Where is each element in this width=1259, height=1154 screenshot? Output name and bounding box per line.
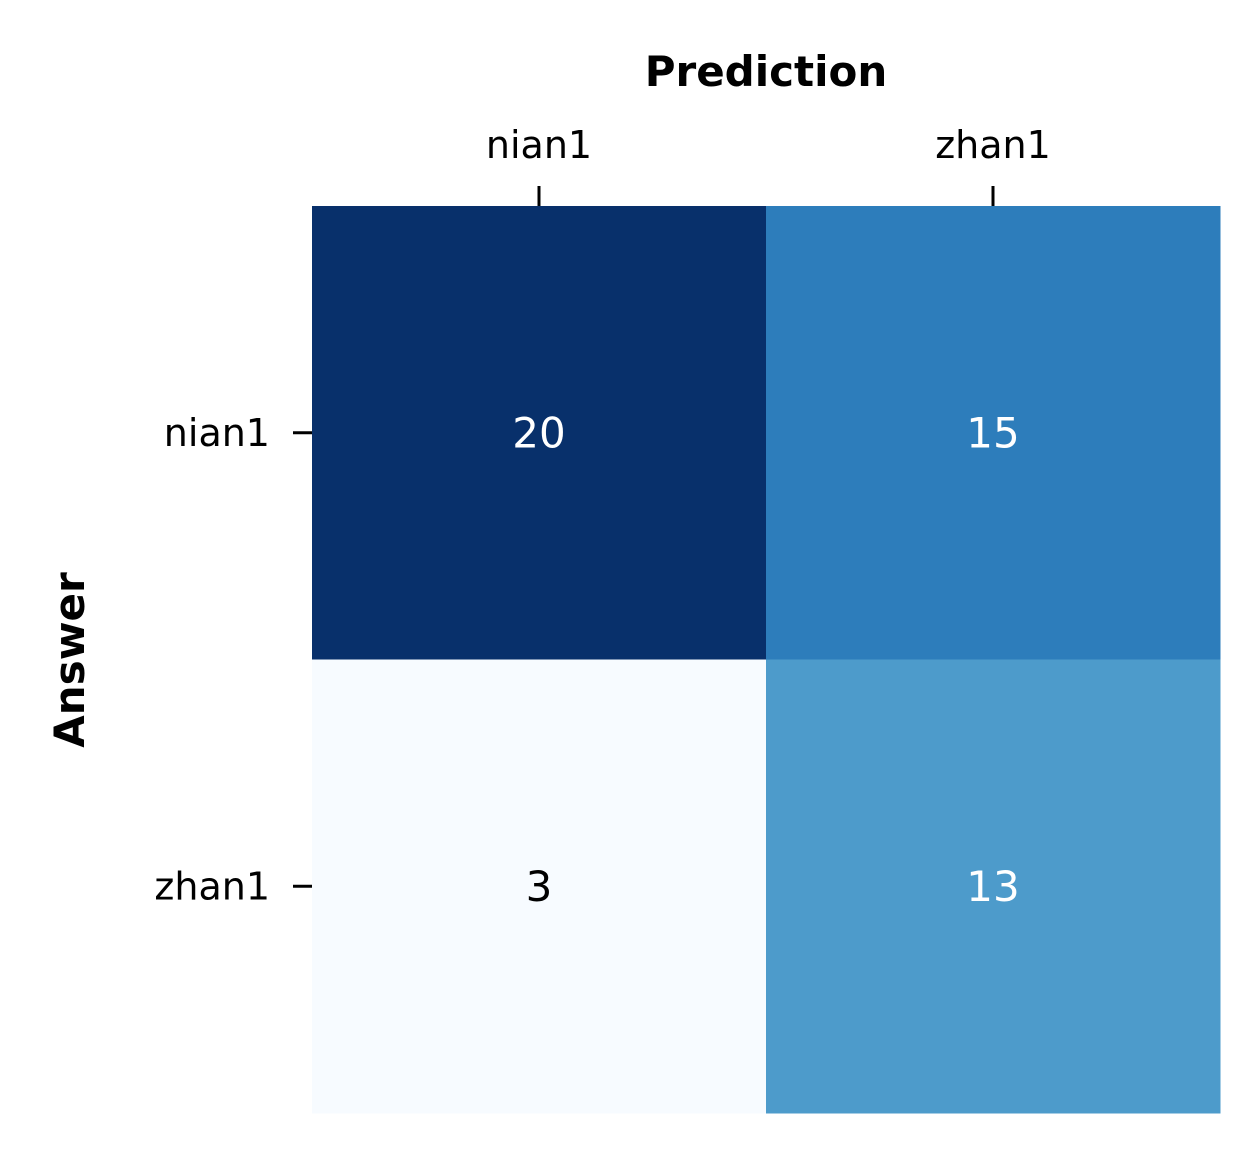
y-axis-ticks: nian1 zhan1 [154,411,312,908]
heatmap-cell-nian1-nian1 [312,206,767,660]
y-axis-label: Answer [45,572,94,748]
heatmap-cell-zhan1-zhan1 [766,659,1221,1114]
x-axis-ticks: nian1 zhan1 [486,123,1051,206]
x-tick-label: zhan1 [935,123,1051,167]
y-tick-label: zhan1 [154,864,270,908]
x-tick-label: nian1 [486,123,592,167]
cell-value-label: 13 [966,862,1019,911]
x-axis-label: Prediction [645,47,888,96]
cell-value-label: 20 [512,408,565,457]
cell-value-label: 15 [966,408,1019,457]
cell-annotations: 20 15 3 13 [512,408,1019,911]
y-tick-label: nian1 [164,411,270,455]
heatmap-cell-nian1-zhan1 [766,206,1221,660]
heatmap-cells [312,206,1221,1114]
cell-value-label: 3 [526,862,553,911]
heatmap-cell-zhan1-nian1 [312,659,767,1114]
